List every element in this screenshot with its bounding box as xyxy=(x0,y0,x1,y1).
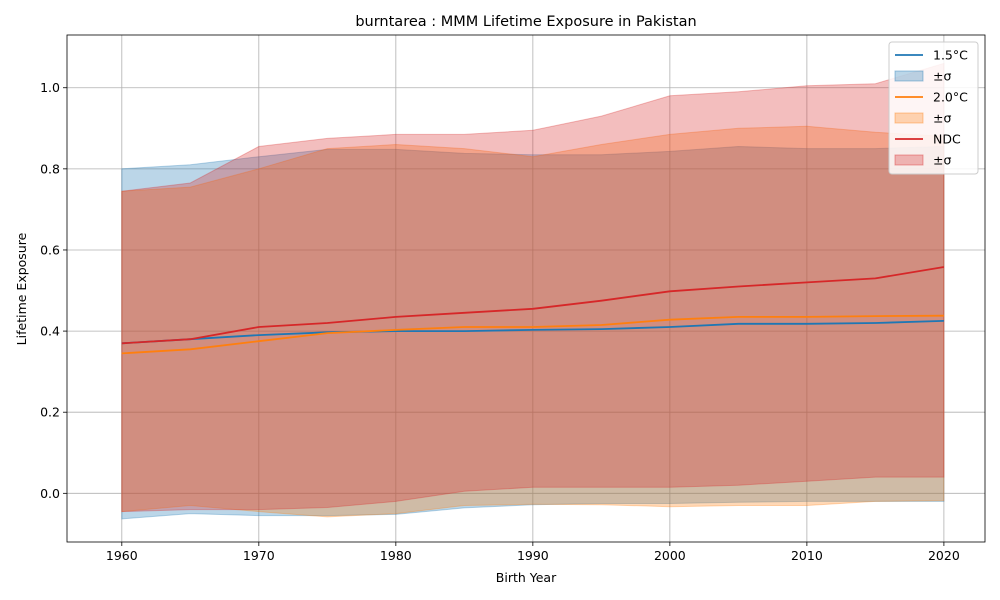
legend-swatch-band-2-0-c xyxy=(894,112,924,124)
x-tick-label: 1960 xyxy=(106,548,138,563)
legend-box xyxy=(888,41,979,175)
legend-swatch-band-1-5-c xyxy=(894,70,924,82)
legend-band-label-1-5-c: ±σ xyxy=(933,69,951,84)
legend-label-2-0-c: 2.0°C xyxy=(933,90,968,105)
series-lines xyxy=(121,266,945,355)
legend-label-ndc: NDC xyxy=(933,132,961,147)
y-tick-label: 1.0 xyxy=(40,80,60,95)
y-tick-label: 0.4 xyxy=(40,324,60,339)
chart-title: burntarea : MMM Lifetime Exposure in Pak… xyxy=(355,14,696,30)
x-tick-label: 2010 xyxy=(791,548,823,563)
uncertainty-bands xyxy=(121,62,945,520)
x-tick-label: 2020 xyxy=(928,548,960,563)
y-tick-label: 0.8 xyxy=(40,161,60,176)
line-1-5-c xyxy=(121,320,944,345)
line-ndc xyxy=(121,266,945,345)
grid-lines xyxy=(67,35,985,542)
line-2-0-c xyxy=(121,314,944,355)
legend-label-1-5-c: 1.5°C xyxy=(933,48,968,63)
x-tick-label: 2000 xyxy=(654,548,686,563)
x-tick-label: 1990 xyxy=(517,548,549,563)
y-axis-label: Lifetime Exposure xyxy=(14,232,29,345)
y-tick-label: 0.2 xyxy=(40,405,60,420)
band-1-5-c xyxy=(121,145,945,520)
y-tick-label: 0.0 xyxy=(40,486,60,501)
band-ndc xyxy=(121,62,945,513)
legend: 1.5°C ±σ 2.0°C ±σ NDC ±σ xyxy=(888,41,979,175)
legend-band-label-2-0-c: ±σ xyxy=(933,111,951,126)
legend-swatch-band-ndc xyxy=(894,154,924,166)
y-axis-ticks: 0.0 0.2 0.4 0.6 0.8 1.0 xyxy=(40,80,67,501)
y-tick-label: 0.6 xyxy=(40,242,60,257)
plot-frame xyxy=(66,34,986,543)
legend-band-label-ndc: ±σ xyxy=(933,153,951,168)
band-2-0-c xyxy=(121,125,945,518)
x-axis-label: Birth Year xyxy=(496,570,557,585)
x-tick-label: 1980 xyxy=(380,548,412,563)
x-axis-ticks: 1960 1970 1980 1990 2000 2010 2020 xyxy=(106,542,960,563)
x-tick-label: 1970 xyxy=(243,548,275,563)
